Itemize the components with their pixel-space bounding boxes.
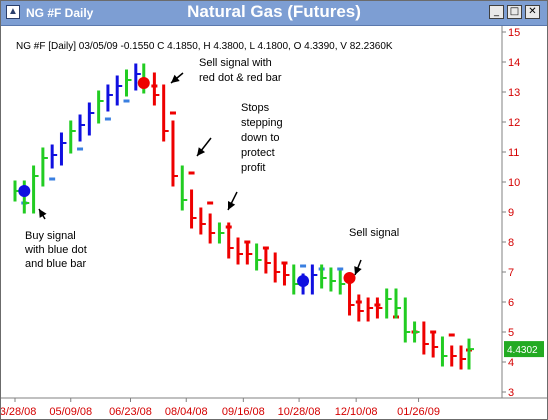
stops-note: profit bbox=[241, 162, 265, 174]
x-tick-label: 08/04/08 bbox=[165, 406, 208, 418]
y-tick-label: 10 bbox=[508, 177, 520, 189]
y-tick-label: 3 bbox=[508, 387, 514, 399]
buy-signal-note: and blue bar bbox=[25, 258, 86, 270]
y-tick-label: 11 bbox=[508, 147, 519, 159]
last-price-badge bbox=[504, 341, 544, 358]
y-tick-label: 5 bbox=[508, 327, 514, 339]
stops-note: down to bbox=[241, 132, 280, 144]
price-bars-layer bbox=[13, 63, 474, 370]
y-tick-label: 8 bbox=[508, 237, 514, 249]
title-bar[interactable]: ▲ NG #F Daily Natural Gas (Futures) _ □ … bbox=[1, 1, 547, 26]
x-tick-label: 01/26/09 bbox=[397, 406, 440, 418]
info-line: NG #F [Daily] 03/05/09 -0.1550 C 4.1850,… bbox=[16, 41, 393, 52]
x-tick-label: 09/16/08 bbox=[222, 406, 265, 418]
last-price-label: 4.4302 bbox=[507, 345, 538, 356]
arrow-head-icon bbox=[171, 74, 180, 83]
y-tick-label: 9 bbox=[508, 207, 514, 219]
minimize-icon[interactable]: _ bbox=[489, 5, 504, 19]
signal-dots-layer bbox=[18, 77, 356, 287]
x-tick-label: 10/28/08 bbox=[278, 406, 321, 418]
sell-signal-dot bbox=[137, 77, 150, 89]
sell-signal-note: Sell signal bbox=[349, 227, 399, 239]
maximize-icon[interactable]: □ bbox=[507, 5, 522, 19]
sell-signal-note: red dot & red bar bbox=[199, 72, 282, 84]
y-tick-label: 12 bbox=[508, 117, 520, 129]
close-icon[interactable]: ✕ bbox=[525, 5, 540, 19]
stops-note: Stops bbox=[241, 102, 270, 114]
y-tick-label: 15 bbox=[508, 27, 520, 39]
y-tick-label: 6 bbox=[508, 297, 514, 309]
sell-signal-note: Sell signal with bbox=[199, 57, 272, 69]
buy-signal-note: Buy signal bbox=[25, 230, 76, 242]
axis-layer: 3 4 5 6 7 8 9 10 11 12 13 14 15 03/28/08 05/09/08 06/23… bbox=[1, 26, 547, 418]
arrow-head-icon bbox=[354, 266, 362, 275]
x-tick-label: 05/09/08 bbox=[49, 406, 92, 418]
y-tick-label: 7 bbox=[508, 267, 514, 279]
x-tick-label: 06/23/08 bbox=[109, 406, 152, 418]
app-logo-icon: ▲ bbox=[6, 5, 20, 19]
stops-note: stepping bbox=[241, 117, 283, 129]
arrow-head-icon bbox=[197, 147, 206, 156]
stops-note: protect bbox=[241, 147, 275, 159]
arrow-head-icon bbox=[228, 201, 236, 210]
y-tick-label: 14 bbox=[508, 57, 520, 69]
y-tick-label: 13 bbox=[508, 87, 520, 99]
buy-signal-dot bbox=[297, 275, 310, 287]
y-tick-label: 4 bbox=[508, 357, 514, 369]
buy-signal-dot bbox=[18, 185, 31, 197]
window-label: NG #F Daily bbox=[26, 6, 94, 20]
x-tick-label: 12/10/08 bbox=[335, 406, 378, 418]
annotation-layer: Buy signal with blue dot and blue bar Sell … bbox=[24, 57, 399, 276]
sell-signal-dot bbox=[343, 272, 356, 284]
arrow-head-icon bbox=[39, 209, 47, 218]
price-chart[interactable]: 3 4 5 6 7 8 9 10 11 12 13 14 15 03/28/08 05/09/08 06/23… bbox=[1, 26, 547, 419]
buy-signal-note: with blue dot bbox=[24, 244, 87, 256]
x-tick-label: 03/28/08 bbox=[1, 406, 36, 418]
